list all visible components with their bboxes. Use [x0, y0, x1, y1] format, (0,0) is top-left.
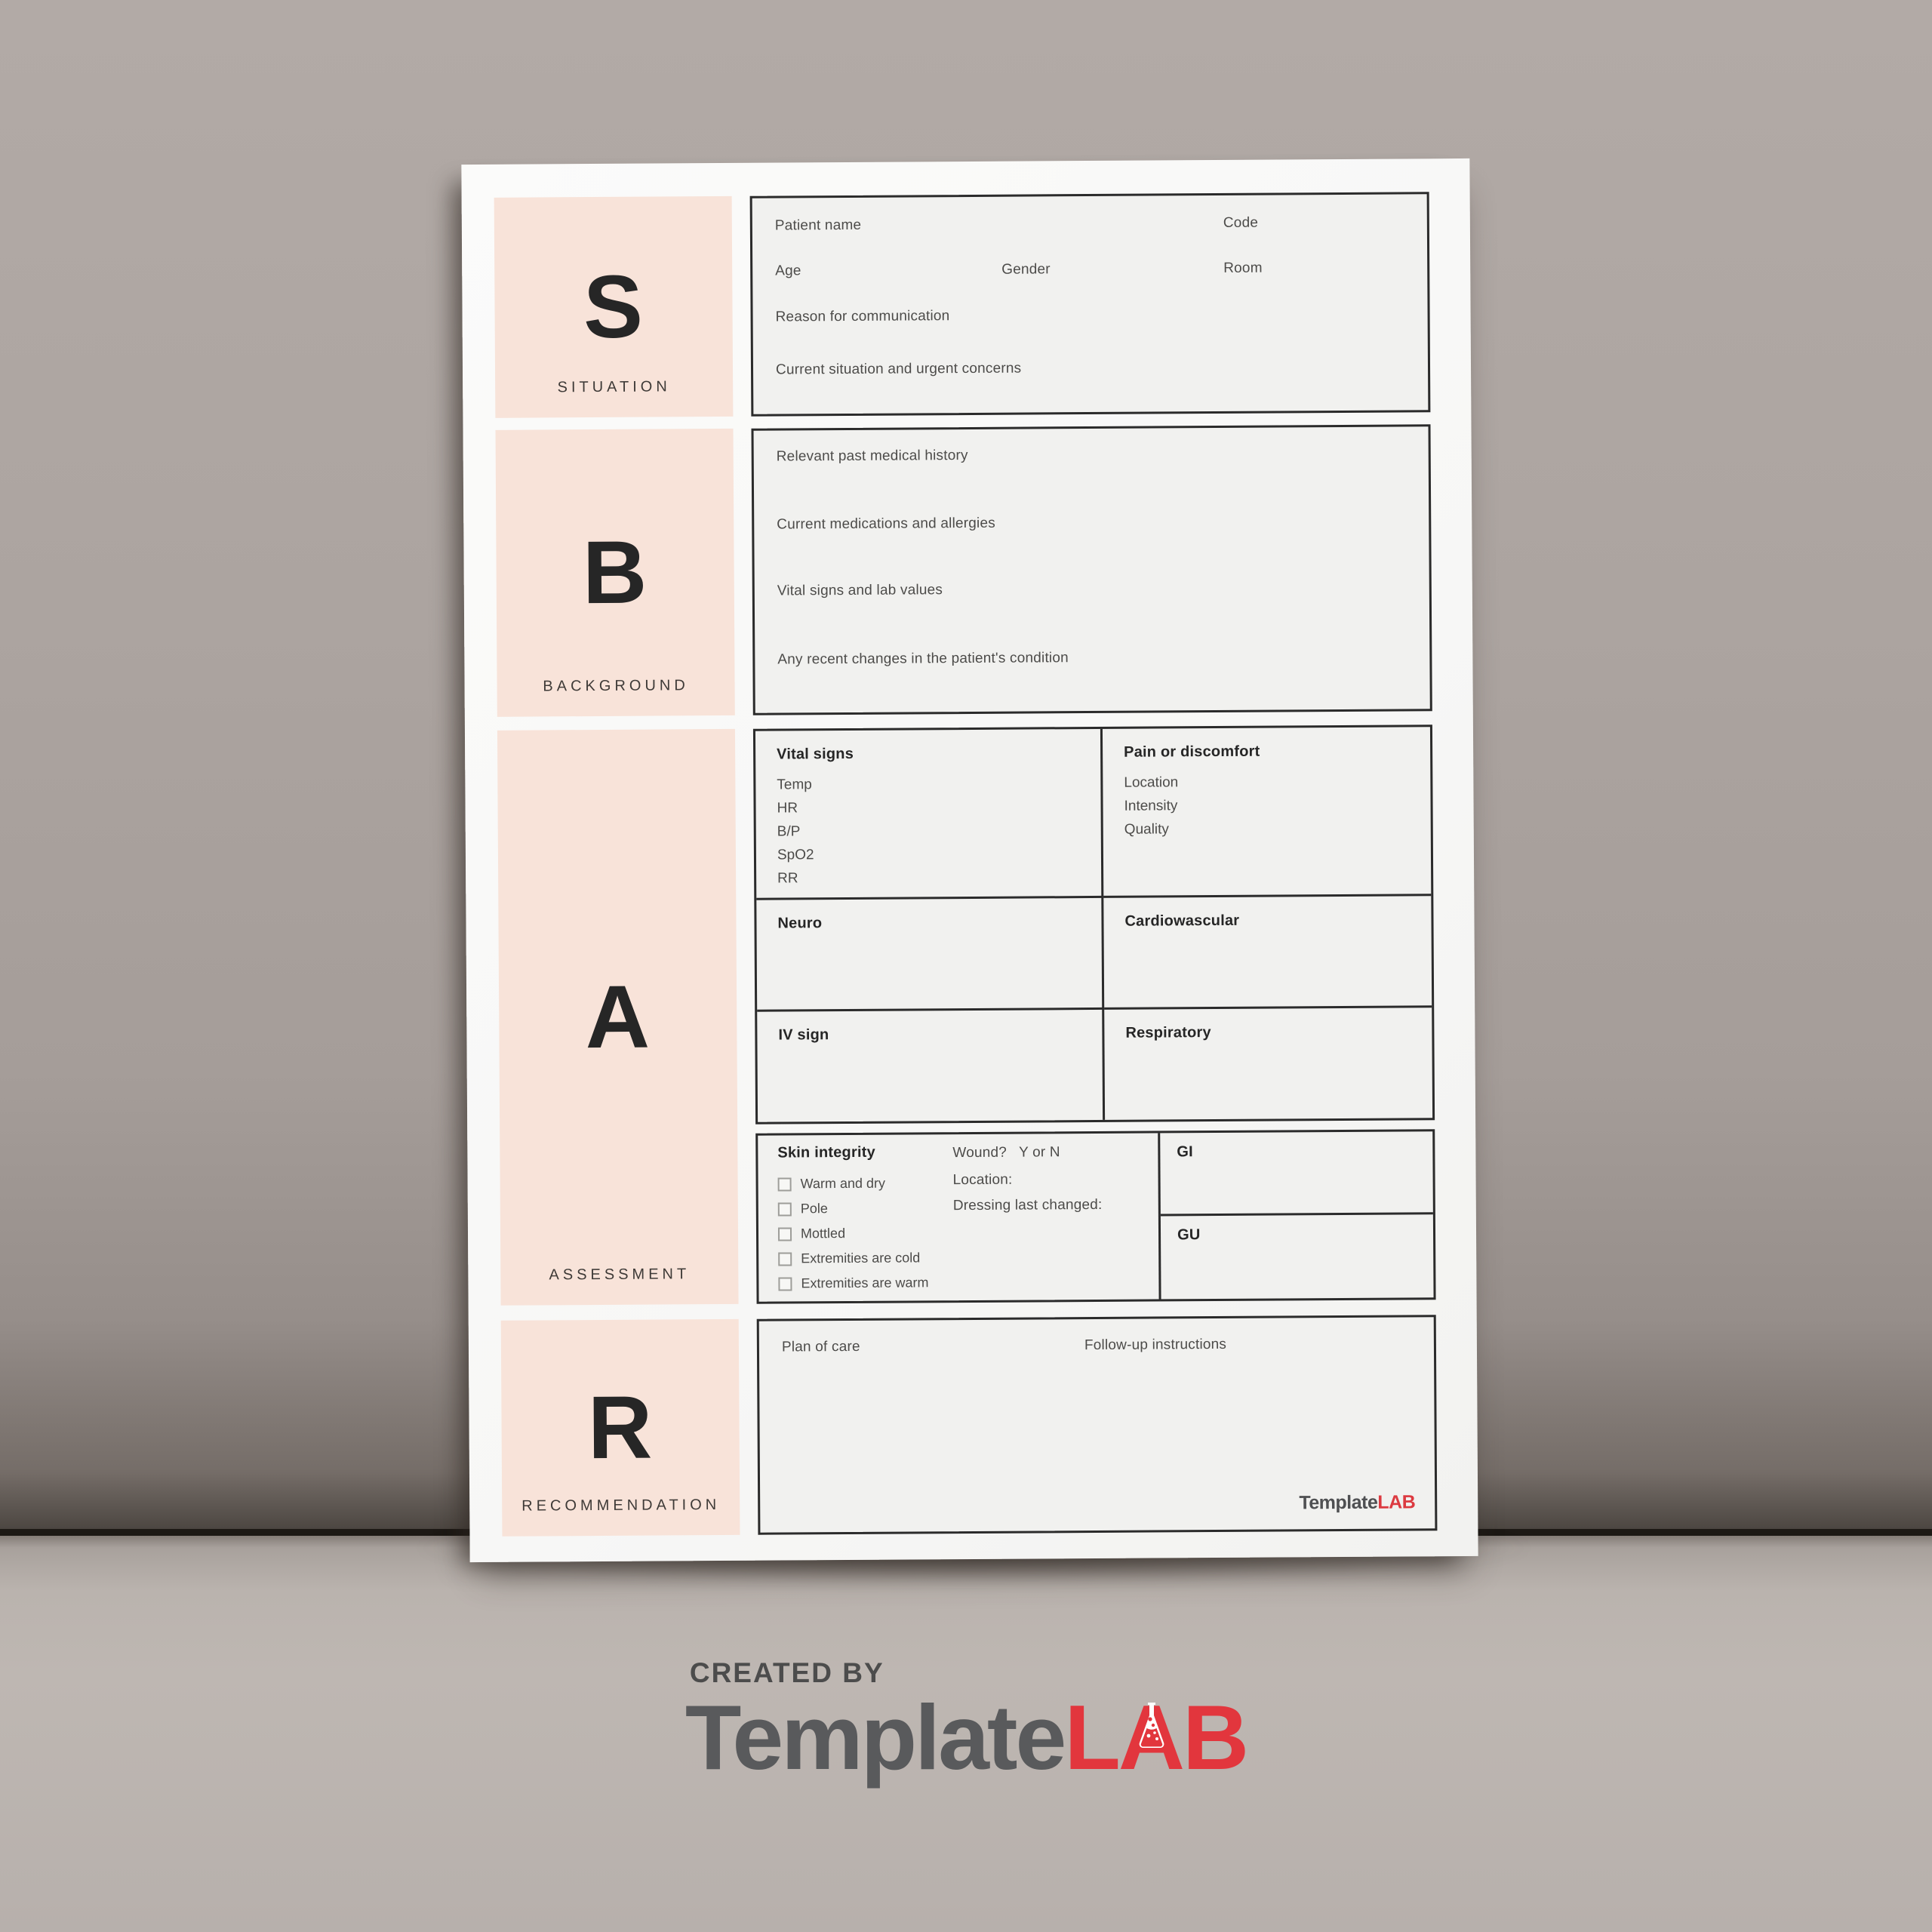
check-row-pole: Pole: [777, 1195, 928, 1221]
checkbox-warm-and-dry: [777, 1177, 792, 1192]
skin-integrity-title: Skin integrity: [777, 1143, 875, 1161]
check-row-extremities-warm: Extremities are warm: [778, 1270, 929, 1296]
checkbox-mottled: [777, 1226, 792, 1241]
patient-name-field-label: Patient name: [774, 217, 862, 234]
gu-cell: GU: [1161, 1214, 1434, 1299]
flask-icon: [1139, 1703, 1164, 1748]
vital-spo2-label: SpO2: [777, 847, 814, 863]
cardiovascular-cell: Cardiowascular: [1103, 896, 1432, 1010]
background-letter-box: B BACKGROUND: [495, 428, 735, 717]
skin-checkbox-list: Warm and dry Pole Mottled Extremities ar…: [777, 1171, 929, 1296]
skin-integrity-cell: Skin integrity Warm and dry Pole Mottled: [758, 1133, 1161, 1302]
gender-field-label: Gender: [1001, 261, 1051, 278]
checkbox-extremities-cold: [778, 1251, 792, 1266]
situation-label: SITUATION: [557, 378, 671, 396]
situation-fields-box: Patient name Code Age Gender Room Reason…: [749, 192, 1431, 417]
room-field-label: Room: [1223, 260, 1263, 276]
gi-title: GI: [1177, 1143, 1193, 1161]
pain-quality-label: Quality: [1124, 821, 1169, 838]
past-history-field-label: Relevant past medical history: [776, 448, 968, 465]
templatelab-small-logo-red: LAB: [1377, 1491, 1416, 1513]
templatelab-small-logo-gray: Template: [1299, 1491, 1378, 1514]
recommendation-fields-box: Plan of care Follow-up instructions Temp…: [756, 1315, 1438, 1535]
respiratory-cell: Respiratory: [1104, 1008, 1432, 1120]
check-row-warm-and-dry: Warm and dry: [777, 1171, 928, 1196]
checkbox-extremities-cold-label: Extremities are cold: [801, 1250, 921, 1266]
templatelab-small-logo: TemplateLAB: [1299, 1491, 1415, 1514]
iv-sign-cell: IV sign: [757, 1009, 1106, 1122]
assessment-label: ASSESSMENT: [549, 1266, 691, 1284]
pain-discomfort-cell: Pain or discomfort Location Intensity Qu…: [1102, 727, 1432, 898]
cardiovascular-title: Cardiowascular: [1124, 912, 1240, 930]
templatelab-logo-lab-wrap: LAB: [1064, 1689, 1249, 1786]
vital-temp-label: Temp: [777, 777, 812, 793]
checkbox-extremities-warm: [778, 1276, 792, 1291]
wound-location-label: Location:: [952, 1171, 1013, 1189]
vital-signs-list: Temp HR B/P SpO2 RR: [777, 773, 814, 890]
pain-location-label: Location: [1124, 774, 1179, 791]
templatelab-logo-block: CREATED BY TemplateLAB: [685, 1657, 1249, 1789]
wound-question-label: Wound? Y or N: [952, 1144, 1060, 1161]
letter-b: B: [582, 522, 648, 623]
code-field-label: Code: [1223, 214, 1259, 231]
pain-discomfort-title: Pain or discomfort: [1124, 743, 1260, 761]
letter-r: R: [587, 1377, 654, 1478]
sbar-template-poster: S SITUATION Patient name Code Age Gender…: [461, 158, 1478, 1563]
templatelab-logo: TemplateLAB: [685, 1686, 1249, 1789]
neuro-title: Neuro: [777, 915, 823, 932]
vital-bp-label: B/P: [777, 823, 801, 840]
reason-field-label: Reason for communication: [775, 308, 950, 325]
skin-gi-gu-grid: Skin integrity Warm and dry Pole Mottled: [755, 1129, 1436, 1304]
vital-signs-title: Vital signs: [777, 745, 854, 763]
recent-changes-field-label: Any recent changes in the patient's cond…: [777, 650, 1069, 668]
pain-list: Location Intensity Quality: [1124, 771, 1178, 841]
plan-of-care-field-label: Plan of care: [781, 1338, 860, 1355]
wound-dressing-label: Dressing last changed:: [952, 1196, 1103, 1214]
neuro-cell: Neuro: [756, 897, 1105, 1012]
footer: CREATED BY TemplateLAB: [0, 1657, 1932, 1786]
checkbox-mottled-label: Mottled: [800, 1226, 846, 1241]
medications-field-label: Current medications and allergies: [777, 515, 995, 533]
age-field-label: Age: [775, 263, 801, 279]
background-fields-box: Relevant past medical history Current me…: [751, 424, 1432, 715]
iv-sign-title: IV sign: [778, 1026, 829, 1044]
letter-a: A: [585, 967, 651, 1068]
respiratory-title: Respiratory: [1125, 1024, 1211, 1041]
pain-intensity-label: Intensity: [1124, 798, 1178, 814]
vital-signs-cell: Vital signs Temp HR B/P SpO2 RR: [755, 728, 1104, 900]
check-row-mottled: Mottled: [777, 1220, 928, 1246]
vital-hr-label: HR: [777, 800, 798, 817]
checkbox-pole: [777, 1201, 792, 1217]
recommendation-label: RECOMMENDATION: [521, 1497, 721, 1515]
gu-title: GU: [1177, 1226, 1201, 1244]
assessment-grid: Vital signs Temp HR B/P SpO2 RR Pain or …: [752, 724, 1435, 1124]
checkbox-pole-label: Pole: [800, 1201, 828, 1217]
recommendation-letter-box: R RECOMMENDATION: [500, 1318, 740, 1537]
vital-rr-label: RR: [777, 870, 798, 887]
situation-letter-box: S SITUATION: [494, 195, 734, 418]
check-row-extremities-cold: Extremities are cold: [778, 1245, 928, 1271]
created-by-text: CREATED BY: [689, 1657, 884, 1688]
letter-s: S: [583, 257, 645, 358]
current-situation-field-label: Current situation and urgent concerns: [775, 360, 1022, 378]
background-label: BACKGROUND: [543, 677, 689, 695]
floor-background: [0, 1536, 1932, 1932]
vitals-labs-field-label: Vital signs and lab values: [777, 582, 943, 599]
templatelab-logo-gray: Template: [685, 1686, 1067, 1789]
assessment-letter-box: A ASSESSMENT: [497, 728, 739, 1306]
followup-field-label: Follow-up instructions: [1084, 1336, 1227, 1354]
checkbox-warm-and-dry-label: Warm and dry: [800, 1175, 886, 1192]
gi-cell: GI: [1160, 1131, 1433, 1217]
checkbox-extremities-warm-label: Extremities are warm: [801, 1275, 929, 1291]
